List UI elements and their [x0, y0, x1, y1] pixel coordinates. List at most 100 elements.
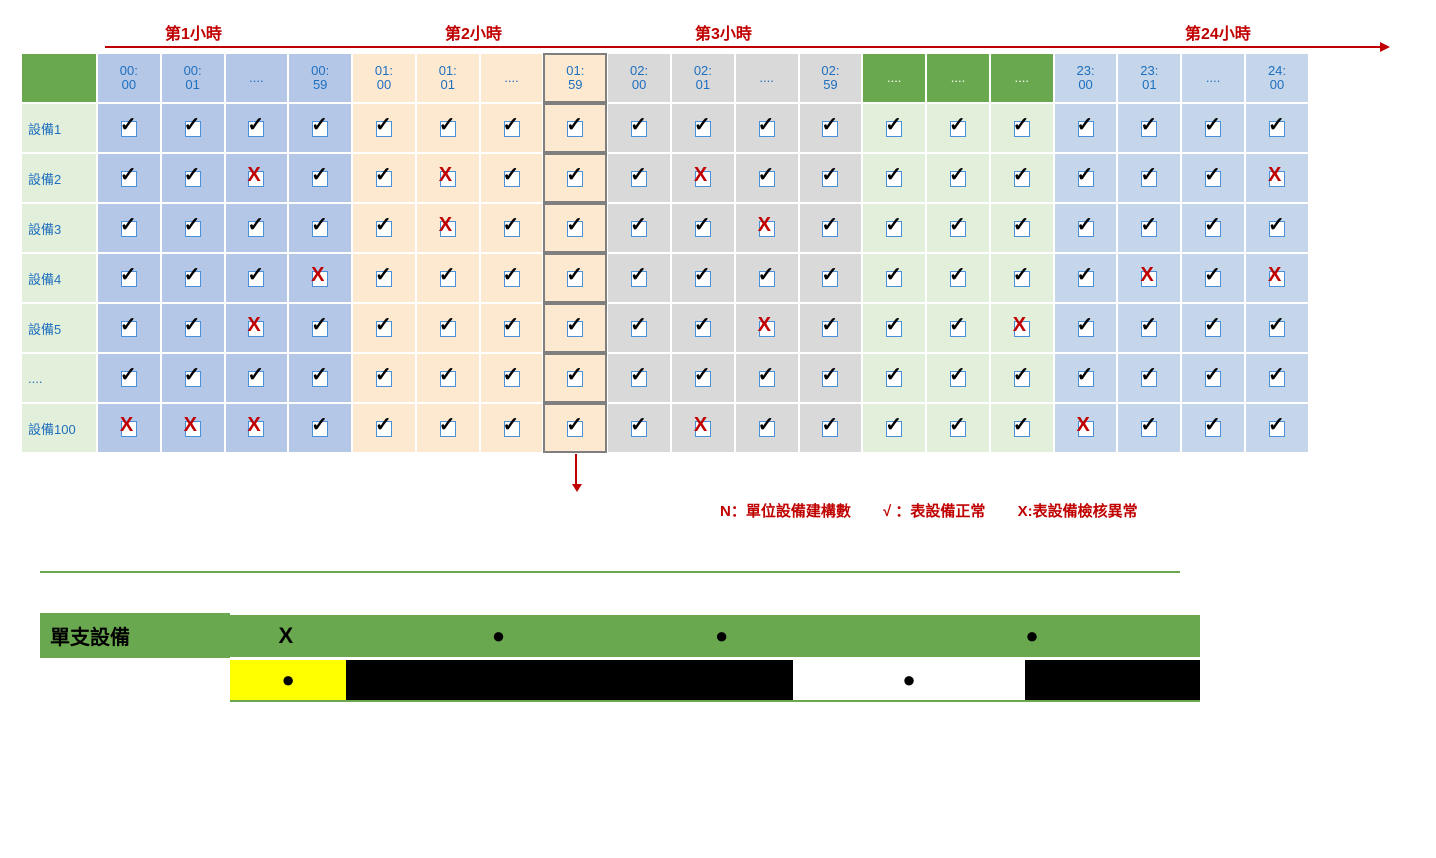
checkbox-icon: ✓	[1078, 121, 1094, 137]
hour-group-label: 第1小時	[165, 20, 222, 44]
checkbox-icon: ✓	[248, 121, 264, 137]
status-cell: ✓	[352, 203, 416, 253]
status-cell: ✓	[735, 403, 799, 453]
time-header-cell: 02:59	[799, 53, 863, 103]
checkbox-icon: ✓	[376, 421, 392, 437]
checkbox-icon: ✓	[759, 121, 775, 137]
checkbox-icon: ✓	[1078, 171, 1094, 187]
checkbox-icon: ✓	[631, 421, 647, 437]
checkbox-icon: X	[312, 271, 328, 287]
checkbox-icon: ✓	[185, 171, 201, 187]
checkbox-icon: ✓	[185, 221, 201, 237]
checkbox-icon: ✓	[121, 371, 137, 387]
checkbox-icon: ✓	[631, 271, 647, 287]
status-cell: ✓	[225, 103, 289, 153]
status-cell: X	[225, 403, 289, 453]
checkbox-icon: ✓	[312, 221, 328, 237]
status-cell: ✓	[225, 353, 289, 403]
checkbox-icon: ✓	[1269, 221, 1285, 237]
checkbox-icon: ✓	[631, 221, 647, 237]
status-cell: ✓	[1054, 153, 1118, 203]
status-cell: ✓	[543, 403, 607, 453]
status-cell: ✓	[161, 203, 225, 253]
status-cell: ✓	[1181, 403, 1245, 453]
checkbox-icon: ✓	[950, 421, 966, 437]
status-cell: ✓	[480, 203, 544, 253]
device-row-header: 設備100	[21, 403, 97, 453]
checkbox-icon: ✓	[504, 271, 520, 287]
status-cell: ✓	[416, 403, 480, 453]
time-header-cell: 01:59	[543, 53, 607, 103]
status-cell: ✓	[352, 403, 416, 453]
grid-corner	[21, 53, 97, 103]
status-cell: ✓	[926, 153, 990, 203]
checkbox-icon: ✓	[504, 321, 520, 337]
status-cell: ✓	[416, 353, 480, 403]
status-cell: ✓	[607, 203, 671, 253]
status-cell: ✓	[1054, 103, 1118, 153]
status-cell: ✓	[416, 303, 480, 353]
checkbox-icon: ✓	[185, 371, 201, 387]
status-cell: ✓	[735, 353, 799, 403]
checkbox-icon: ✓	[1205, 271, 1221, 287]
checkbox-icon: ✓	[886, 321, 902, 337]
checkbox-icon: ✓	[1205, 171, 1221, 187]
time-header-cell: 01:00	[352, 53, 416, 103]
status-cell: X	[671, 153, 735, 203]
status-cell: ✓	[1181, 153, 1245, 203]
checkbox-icon: X	[1014, 321, 1030, 337]
status-cell: ✓	[97, 103, 161, 153]
checkbox-icon: ✓	[312, 171, 328, 187]
time-header-cell: 02:01	[671, 53, 735, 103]
checkbox-icon: ✓	[1014, 171, 1030, 187]
checkbox-icon: X	[248, 171, 264, 187]
status-cell: ✓	[735, 103, 799, 153]
status-cell: ✓	[1181, 353, 1245, 403]
checkbox-icon: ✓	[504, 171, 520, 187]
status-cell: ✓	[97, 253, 161, 303]
status-cell: ✓	[1117, 303, 1181, 353]
checkbox-icon: ✓	[440, 371, 456, 387]
checkbox-icon: ✓	[822, 171, 838, 187]
status-cell: ✓	[352, 353, 416, 403]
checkbox-icon: ✓	[631, 371, 647, 387]
status-cell: X	[1245, 253, 1309, 303]
checkbox-icon: ✓	[1078, 221, 1094, 237]
checkbox-icon: ✓	[185, 121, 201, 137]
checkbox-icon: ✓	[1269, 371, 1285, 387]
time-header-cell: ....	[225, 53, 289, 103]
checkbox-icon: ✓	[1141, 371, 1157, 387]
status-cell: X	[225, 153, 289, 203]
checkbox-icon: ✓	[822, 121, 838, 137]
status-cell: ✓	[799, 253, 863, 303]
status-cell: ✓	[990, 353, 1054, 403]
status-cell: ✓	[607, 303, 671, 353]
time-header-cell: 02:00	[607, 53, 671, 103]
checkbox-icon: ✓	[822, 221, 838, 237]
checkbox-icon: ✓	[1205, 221, 1221, 237]
status-cell: ✓	[288, 353, 352, 403]
status-cell: ✓	[161, 353, 225, 403]
checkbox-icon: ✓	[567, 171, 583, 187]
status-cell: ✓	[990, 403, 1054, 453]
status-cell: ✓	[97, 153, 161, 203]
checkbox-icon: ✓	[631, 171, 647, 187]
status-cell: ✓	[225, 203, 289, 253]
checkbox-icon: ✓	[695, 321, 711, 337]
status-segments-row: ●●	[230, 660, 1200, 702]
status-dot-icon: ●	[715, 623, 728, 649]
checkbox-icon: ✓	[886, 221, 902, 237]
checkbox-icon: ✓	[376, 271, 392, 287]
checkbox-icon: ✓	[1269, 421, 1285, 437]
status-cell: ✓	[671, 303, 735, 353]
checkbox-icon: X	[1141, 271, 1157, 287]
status-cell: ✓	[990, 103, 1054, 153]
status-cell: ✓	[735, 153, 799, 203]
checkbox-icon: ✓	[1205, 371, 1221, 387]
status-cell: ✓	[1054, 303, 1118, 353]
time-header-cell: 00:59	[288, 53, 352, 103]
checkbox-icon: ✓	[950, 221, 966, 237]
status-cell: ✓	[416, 253, 480, 303]
status-cell: ✓	[225, 253, 289, 303]
status-cell: ✓	[543, 353, 607, 403]
